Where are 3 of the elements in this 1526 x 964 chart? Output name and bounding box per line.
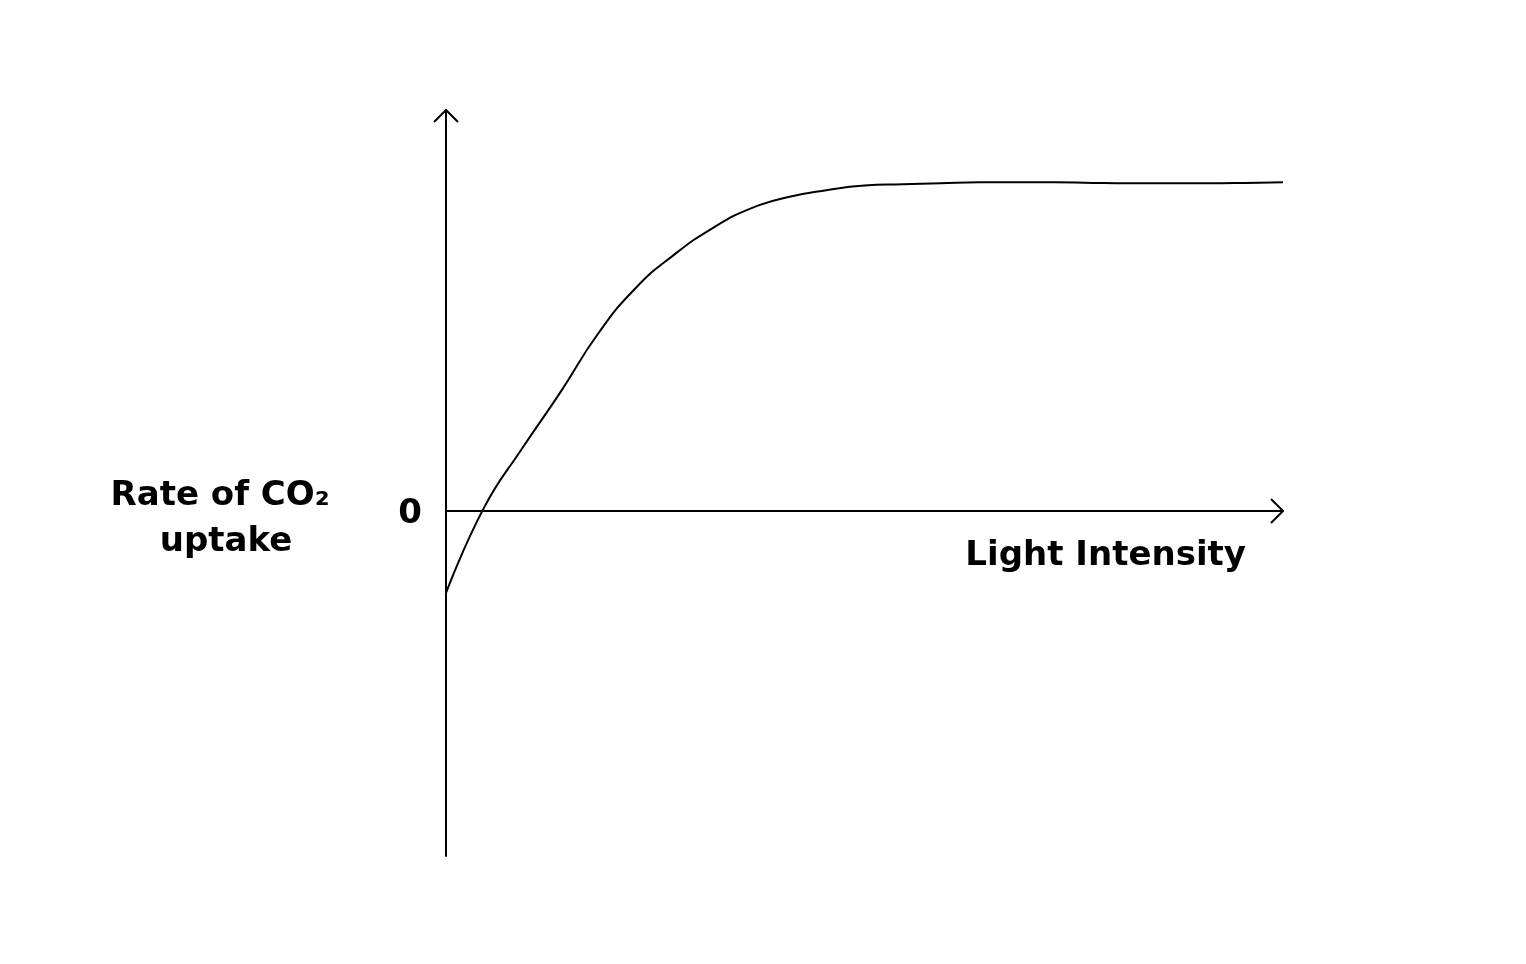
text: 0 xyxy=(398,490,422,531)
y-axis-title: Rate of CO₂ uptake xyxy=(110,473,342,559)
x-axis-title: Light Intensity xyxy=(965,533,1246,573)
